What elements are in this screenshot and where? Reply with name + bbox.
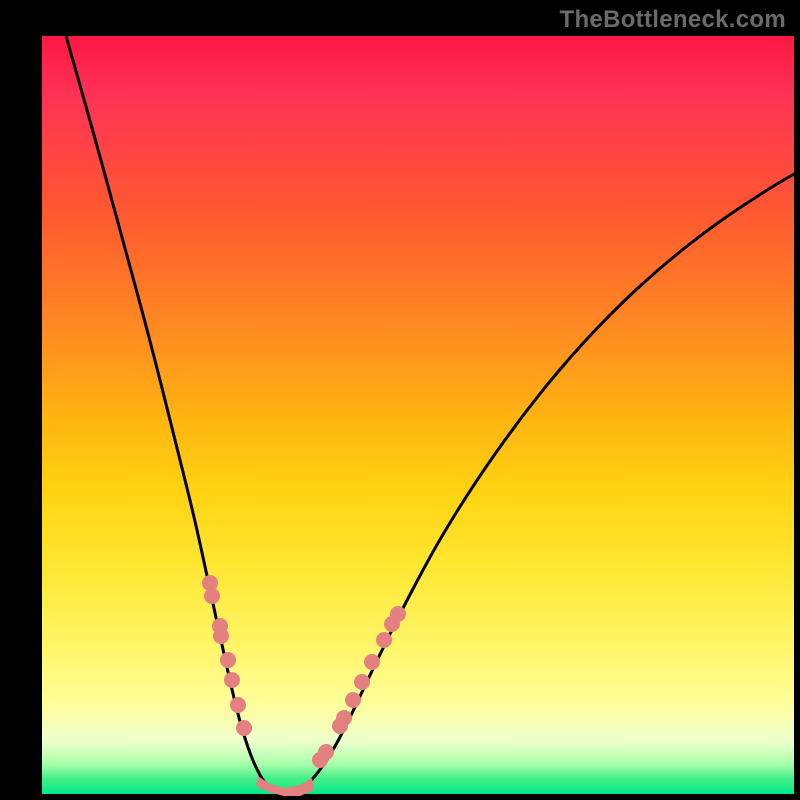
chart-container: TheBottleneck.com [0,0,800,800]
gradient-plot-area [42,36,794,794]
watermark-text: TheBottleneck.com [560,6,786,34]
